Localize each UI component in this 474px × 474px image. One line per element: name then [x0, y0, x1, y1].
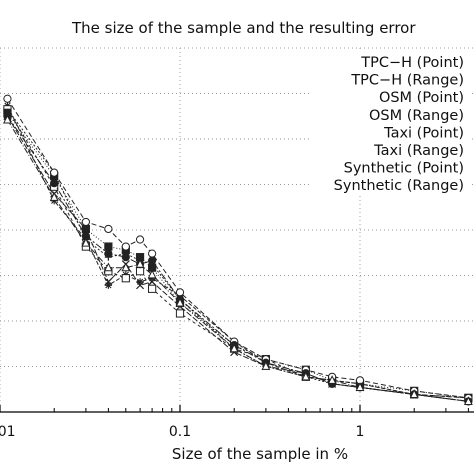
data-point: [136, 278, 144, 286]
data-point: [50, 179, 59, 188]
legend-entry: Taxi (Range): [373, 143, 464, 159]
data-point: [121, 253, 130, 262]
data-point: [148, 256, 157, 265]
series-8: [3, 114, 473, 406]
data-point: [147, 269, 157, 279]
data-point: [104, 242, 113, 251]
legend-entry: Synthetic (Point): [344, 161, 464, 177]
legend-background: [312, 51, 470, 196]
data-point: [81, 224, 90, 234]
data-point: [175, 288, 185, 297]
data-point: [135, 258, 145, 268]
data-point: [103, 262, 113, 272]
data-point: [104, 224, 113, 234]
data-point: [148, 249, 157, 258]
data-point: [175, 297, 185, 307]
data-point: [3, 94, 12, 103]
legend-entry: TPC−H (Point): [360, 55, 464, 71]
data-point: [327, 375, 337, 384]
legend-entry: OSM (Point): [379, 90, 464, 106]
legend: TPC−H (Point) TPC−H (Range)OSM (Point) OSM…: [312, 51, 470, 196]
data-point: [49, 192, 59, 201]
x-tick-labels: 0.01 0.1 1: [0, 405, 469, 440]
data-point: [135, 267, 145, 276]
data-point: [409, 389, 419, 398]
data-point: [3, 114, 12, 124]
series-layer: [3, 94, 473, 406]
chart-title: The size of the sample and the resulting…: [71, 19, 416, 37]
data-point: [175, 309, 185, 318]
data-point: [81, 237, 91, 247]
legend-entry: Taxi (Point): [383, 125, 464, 141]
x-tick-label: 0.1: [169, 424, 191, 440]
data-point: [301, 371, 311, 381]
data-point: [104, 281, 112, 289]
data-point: [121, 242, 130, 251]
data-point: [261, 361, 271, 370]
data-point: [463, 396, 473, 406]
data-point: [50, 168, 59, 177]
x-tick-label: 1: [356, 424, 365, 440]
data-point: [229, 343, 239, 353]
x-tick-label: 0.01: [0, 424, 16, 440]
data-point: [148, 284, 157, 293]
data-point: [355, 382, 365, 391]
data-point: [121, 262, 131, 272]
data-point: [135, 235, 145, 244]
data-point: [81, 217, 90, 227]
data-point: [121, 274, 130, 283]
legend-entry: OSM (Range): [369, 108, 464, 124]
legend-entry: Synthetic (Range): [334, 178, 464, 194]
legend-entry: TPC−H (Range): [350, 73, 464, 89]
data-point: [104, 249, 113, 258]
x-axis-title: Size of the sample in %: [172, 445, 348, 463]
